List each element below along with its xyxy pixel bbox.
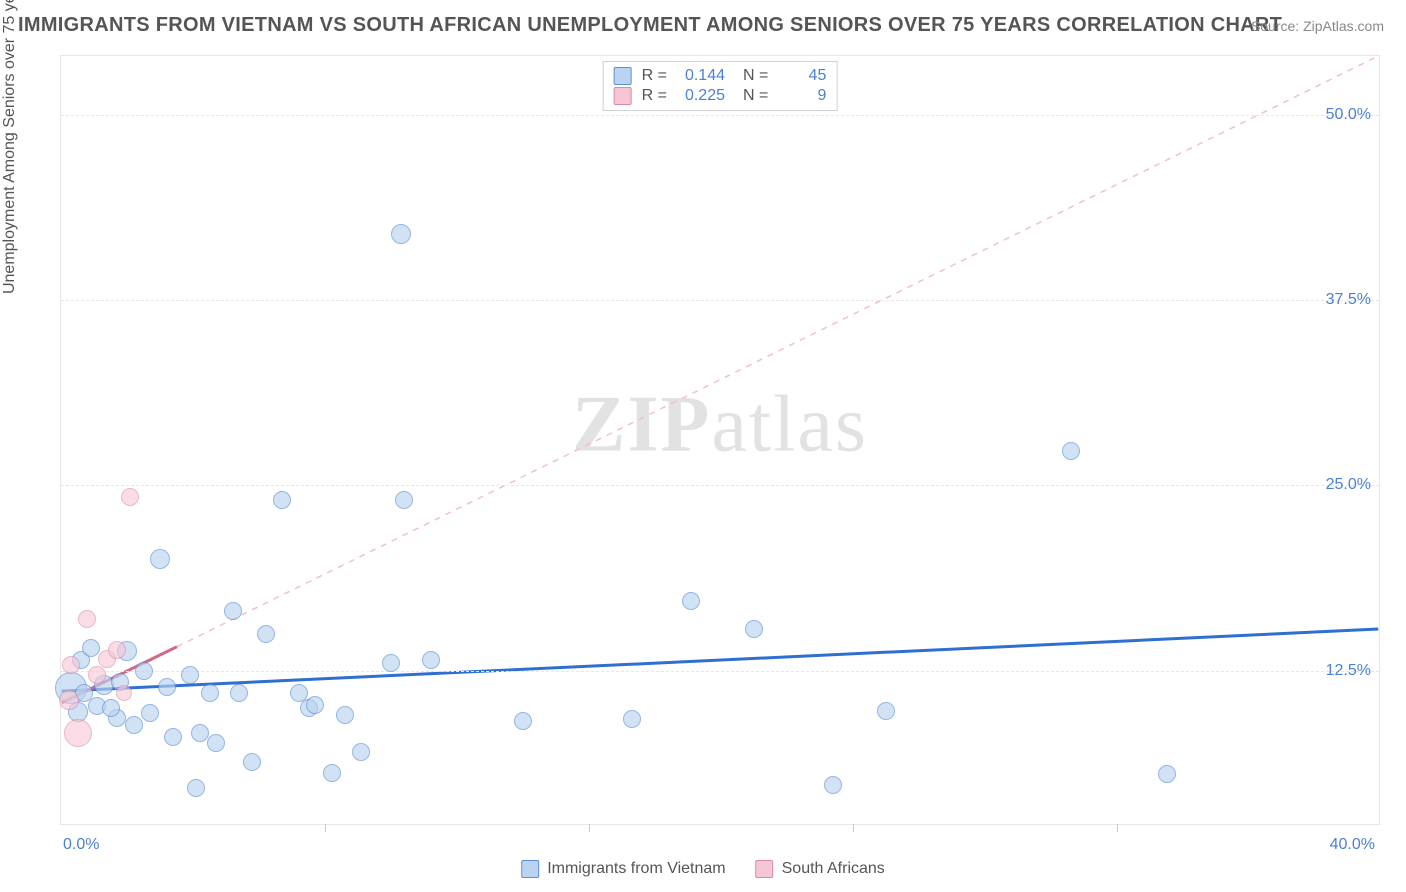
- y-tick-label: 12.5%: [1326, 662, 1371, 680]
- scatter-point: [395, 491, 413, 509]
- source-prefix: Source:: [1251, 18, 1303, 34]
- scatter-point: [82, 639, 100, 657]
- legend-swatch: [756, 860, 774, 878]
- trend-lines-layer: [61, 56, 1379, 824]
- scatter-point: [191, 724, 209, 742]
- y-tick-label: 25.0%: [1326, 476, 1371, 494]
- correlation-legend-row: R = 0.144 N = 45: [614, 66, 827, 86]
- x-tick-label-max: 40.0%: [1330, 836, 1375, 854]
- scatter-point: [514, 712, 532, 730]
- scatter-point: [391, 224, 411, 244]
- series-legend: Immigrants from Vietnam South Africans: [521, 860, 885, 878]
- scatter-point: [187, 779, 205, 797]
- y-tick-label: 50.0%: [1326, 106, 1371, 124]
- scatter-point: [141, 704, 159, 722]
- scatter-point: [108, 641, 126, 659]
- gridline: [61, 115, 1379, 116]
- legend-item: Immigrants from Vietnam: [521, 860, 725, 878]
- scatter-point: [121, 488, 139, 506]
- watermark-light: atlas: [711, 380, 868, 468]
- source-label: Source: ZipAtlas.com: [1251, 18, 1384, 34]
- scatter-point: [88, 666, 106, 684]
- gridline: [61, 300, 1379, 301]
- scatter-point: [306, 696, 324, 714]
- scatter-point: [336, 706, 354, 724]
- scatter-point: [78, 610, 96, 628]
- chart-title: IMMIGRANTS FROM VIETNAM VS SOUTH AFRICAN…: [18, 14, 1282, 37]
- r-value: 0.225: [677, 87, 725, 105]
- source-site: ZipAtlas.com: [1303, 18, 1384, 34]
- trend-line: [177, 56, 1378, 647]
- correlation-legend-row: R = 0.225 N = 9: [614, 86, 827, 106]
- scatter-point: [243, 753, 261, 771]
- x-tick: [325, 824, 326, 832]
- scatter-point: [382, 654, 400, 672]
- n-label: N =: [743, 67, 768, 85]
- scatter-point: [877, 702, 895, 720]
- scatter-point: [352, 743, 370, 761]
- n-value: 45: [778, 67, 826, 85]
- x-tick: [1117, 824, 1118, 832]
- scatter-point: [164, 728, 182, 746]
- x-tick: [853, 824, 854, 832]
- plot-area: ZIPatlas R =0.144N =45R =0.225N =9 0.0% …: [60, 55, 1380, 825]
- scatter-point: [116, 685, 132, 701]
- scatter-point: [59, 690, 79, 710]
- scatter-point: [257, 625, 275, 643]
- scatter-point: [1158, 765, 1176, 783]
- r-label: R =: [642, 87, 667, 105]
- correlation-legend: R = 0.144 N = 45 R = 0.225 N = 9: [603, 61, 838, 111]
- scatter-point: [125, 716, 143, 734]
- legend-label: South Africans: [782, 860, 885, 878]
- gridline: [61, 671, 1379, 672]
- r-value: 0.144: [677, 67, 725, 85]
- watermark: ZIPatlas: [572, 379, 868, 470]
- scatter-point: [207, 734, 225, 752]
- scatter-point: [422, 651, 440, 669]
- scatter-point: [62, 656, 80, 674]
- scatter-point: [273, 491, 291, 509]
- scatter-point: [150, 549, 170, 569]
- legend-label: Immigrants from Vietnam: [547, 860, 725, 878]
- y-axis-label: Unemployment Among Seniors over 75 years: [1, 0, 19, 294]
- legend-swatch: [614, 67, 632, 85]
- scatter-point: [623, 710, 641, 728]
- r-label: R =: [642, 67, 667, 85]
- scatter-point: [224, 602, 242, 620]
- n-value: 9: [778, 87, 826, 105]
- watermark-bold: ZIP: [572, 380, 711, 468]
- scatter-point: [201, 684, 219, 702]
- scatter-point: [323, 764, 341, 782]
- scatter-point: [64, 719, 92, 747]
- legend-swatch: [521, 860, 539, 878]
- scatter-point: [230, 684, 248, 702]
- legend-item: South Africans: [756, 860, 885, 878]
- scatter-point: [181, 666, 199, 684]
- gridline: [61, 485, 1379, 486]
- y-tick-label: 37.5%: [1326, 291, 1371, 309]
- x-tick: [589, 824, 590, 832]
- scatter-point: [135, 662, 153, 680]
- scatter-point: [1062, 442, 1080, 460]
- scatter-point: [158, 678, 176, 696]
- scatter-point: [824, 776, 842, 794]
- legend-swatch: [614, 87, 632, 105]
- scatter-point: [745, 620, 763, 638]
- x-tick-label-min: 0.0%: [63, 836, 99, 854]
- scatter-point: [102, 699, 120, 717]
- scatter-point: [682, 592, 700, 610]
- n-label: N =: [743, 87, 768, 105]
